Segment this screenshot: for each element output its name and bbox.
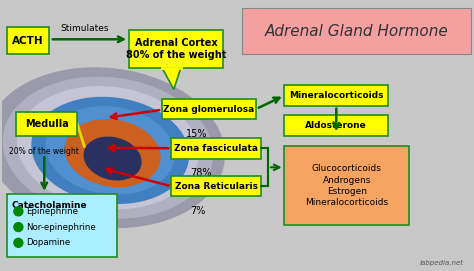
Ellipse shape — [83, 137, 142, 180]
FancyBboxPatch shape — [7, 27, 49, 54]
FancyBboxPatch shape — [242, 8, 471, 54]
Text: Mineralocorticoids: Mineralocorticoids — [289, 91, 383, 100]
FancyBboxPatch shape — [172, 138, 261, 159]
Ellipse shape — [13, 238, 24, 248]
Text: labpedia.net: labpedia.net — [419, 259, 464, 266]
Text: Adrenal Cortex
80% of the weight: Adrenal Cortex 80% of the weight — [126, 38, 226, 60]
Polygon shape — [162, 68, 181, 89]
Text: Zona fasciculata: Zona fasciculata — [174, 144, 258, 153]
FancyBboxPatch shape — [284, 85, 388, 106]
Ellipse shape — [17, 86, 199, 209]
FancyBboxPatch shape — [172, 176, 261, 196]
Ellipse shape — [13, 222, 24, 232]
Text: Epinephrine: Epinephrine — [27, 207, 78, 216]
Text: ACTH: ACTH — [12, 36, 44, 46]
FancyBboxPatch shape — [284, 146, 409, 225]
Text: Catecholamine: Catecholamine — [11, 201, 87, 209]
FancyBboxPatch shape — [129, 30, 223, 68]
Ellipse shape — [64, 119, 161, 187]
Ellipse shape — [46, 106, 175, 195]
Text: Dopamine: Dopamine — [27, 238, 71, 247]
Text: Stimulates: Stimulates — [60, 24, 109, 33]
FancyBboxPatch shape — [284, 115, 388, 136]
Text: Zona glomerulosa: Zona glomerulosa — [164, 105, 255, 114]
Ellipse shape — [31, 97, 189, 204]
Text: 7%: 7% — [190, 207, 206, 216]
Text: Aldosterone: Aldosterone — [305, 121, 367, 130]
Text: Glucocorticoids
Androgens
Estrogen
Mineralocorticoids: Glucocorticoids Androgens Estrogen Miner… — [305, 164, 388, 207]
Ellipse shape — [0, 67, 225, 228]
Text: 78%: 78% — [190, 169, 212, 178]
Text: Nor-epinephrine: Nor-epinephrine — [27, 222, 96, 232]
Ellipse shape — [3, 77, 213, 219]
Text: Zona Reticularis: Zona Reticularis — [175, 182, 258, 191]
FancyBboxPatch shape — [16, 112, 77, 136]
Text: 15%: 15% — [185, 129, 207, 139]
Text: 20% of the weight: 20% of the weight — [9, 147, 79, 156]
Text: Medulla: Medulla — [25, 119, 69, 129]
Text: Adrenal Gland Hormone: Adrenal Gland Hormone — [264, 24, 448, 39]
FancyBboxPatch shape — [162, 99, 256, 119]
Ellipse shape — [13, 206, 24, 217]
FancyBboxPatch shape — [7, 194, 117, 257]
